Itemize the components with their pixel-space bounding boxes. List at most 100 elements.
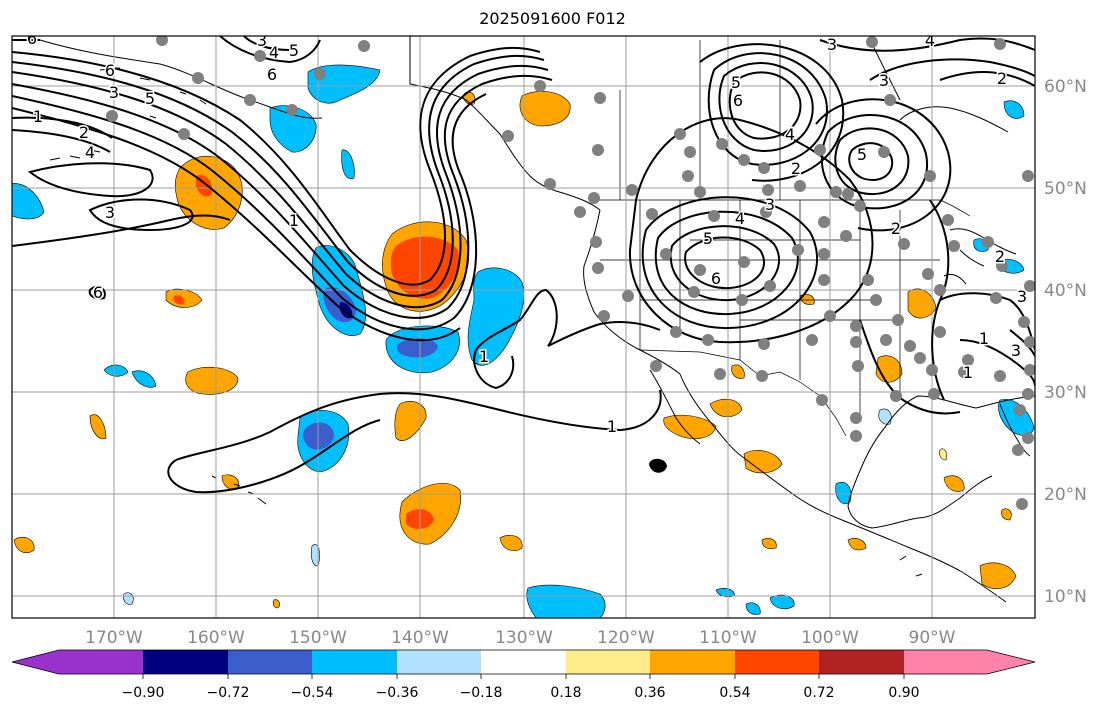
contour	[684, 236, 766, 290]
shade-blob	[731, 364, 745, 379]
shade-blob	[519, 91, 571, 127]
contour	[243, 36, 291, 51]
contour	[475, 288, 661, 351]
colorbar-tick-label: 0.72	[803, 685, 834, 701]
shade-blob	[526, 584, 606, 618]
colorbar-tick-label: −0.18	[460, 685, 503, 701]
contour-label: 6	[105, 61, 115, 80]
contour-label: 4	[85, 143, 95, 162]
contour	[834, 127, 910, 196]
contour-label: 6	[267, 65, 277, 84]
shade-blob	[13, 537, 35, 553]
chart-title: 2025091600 F012	[479, 9, 626, 28]
shade-blob	[394, 401, 427, 441]
shade-blob	[979, 562, 1017, 589]
shade-blob	[769, 594, 795, 610]
shade-blob	[663, 414, 717, 439]
colorbar-segment	[59, 650, 144, 674]
coastlines	[39, 36, 1035, 603]
colorbar-tick-label: 0.54	[719, 685, 750, 701]
colorbar-tick-label: −0.54	[291, 685, 334, 701]
contour	[12, 129, 111, 153]
colorbar-labels: −0.90 −0.72 −0.54 −0.36 −0.18 0.18 0.36 …	[122, 685, 920, 701]
colorbar-tick-label: −0.90	[122, 685, 165, 701]
contour	[12, 46, 541, 286]
contour-label: 6	[27, 29, 37, 48]
colorbar-tick-label: −0.36	[376, 685, 419, 701]
contour-labels: 6 3 5 1 2 4 3 3 4 5 6 6 5 4 3 2 5 6 3 3 …	[25, 29, 1028, 438]
contour-label: 1	[963, 363, 973, 382]
contour-label: 3	[1017, 287, 1027, 306]
contour	[219, 36, 321, 64]
contour	[12, 214, 231, 247]
contour	[819, 37, 1035, 52]
lon-tick-label: 150°W	[289, 628, 347, 648]
shade-blob	[835, 482, 852, 504]
colorbar-extend-high	[987, 650, 1035, 674]
contour-label: 1	[979, 329, 989, 348]
shade-blob	[12, 183, 45, 220]
lon-tick-label: 110°W	[699, 628, 757, 648]
contour-label: 2	[995, 247, 1005, 266]
contour-label: 3	[879, 71, 889, 90]
contour-label: 3	[109, 83, 119, 102]
lon-tick-label: 160°W	[187, 628, 245, 648]
colorbar-segment	[397, 650, 482, 674]
shade-blob	[878, 408, 892, 425]
lat-tick-label: 40°N	[1044, 281, 1087, 301]
contour	[88, 285, 106, 300]
lat-tick-label: 10°N	[1044, 587, 1087, 607]
shade-blob	[499, 535, 523, 551]
contour-label: 3	[765, 195, 775, 214]
shade-blob	[397, 338, 438, 358]
contour-label: 4	[269, 43, 279, 62]
colorbar-segment	[819, 650, 905, 674]
contour-label: 3	[257, 31, 267, 50]
contour	[718, 62, 814, 152]
contour	[12, 54, 545, 297]
contour	[27, 162, 154, 198]
contour	[648, 458, 668, 473]
graticule	[12, 36, 1035, 618]
shade-blob	[103, 364, 129, 377]
lon-tick-label: 140°W	[391, 628, 449, 648]
colorbar-segment	[650, 650, 736, 674]
colorbar-tick-label: 0.36	[634, 685, 665, 701]
contour	[820, 114, 929, 210]
colorbar-segment	[143, 650, 229, 674]
colorbar-tick-label: 0.18	[550, 685, 581, 701]
contour-label: 2	[891, 219, 901, 238]
shade-blob	[939, 448, 947, 461]
shade-blob	[743, 450, 783, 474]
contour	[12, 74, 553, 319]
shade-blob	[131, 370, 157, 388]
lat-tick-label: 50°N	[1044, 179, 1087, 199]
contour-label: 5	[145, 89, 155, 108]
contour	[12, 93, 487, 331]
contour-label: 1	[33, 107, 43, 126]
longitude-labels: 170°W 160°W 150°W 140°W 130°W 120°W 110°…	[85, 628, 956, 648]
colorbar-tick-label: −0.72	[207, 685, 250, 701]
contour	[848, 142, 894, 181]
contour-label: 5	[289, 41, 299, 60]
lon-tick-label: 90°W	[909, 628, 956, 648]
colorbar	[11, 649, 1036, 679]
contour	[815, 98, 952, 232]
contour-label: 6	[93, 283, 103, 302]
shade-blob	[341, 149, 355, 180]
shade-blob	[185, 366, 239, 395]
contour-label: 6	[711, 269, 721, 288]
contour-label: 6	[733, 91, 743, 110]
contour	[707, 52, 828, 166]
lon-tick-label: 100°W	[801, 628, 859, 648]
contour	[669, 225, 780, 302]
shade-blob	[1003, 100, 1025, 119]
shade-blob	[165, 288, 203, 308]
colorbar-segment	[312, 650, 398, 674]
lat-tick-label: 20°N	[1044, 485, 1087, 505]
shade-blob	[761, 538, 777, 550]
contour-label: 4	[925, 31, 935, 50]
contour	[88, 198, 194, 232]
contour-label: 4	[735, 209, 745, 228]
